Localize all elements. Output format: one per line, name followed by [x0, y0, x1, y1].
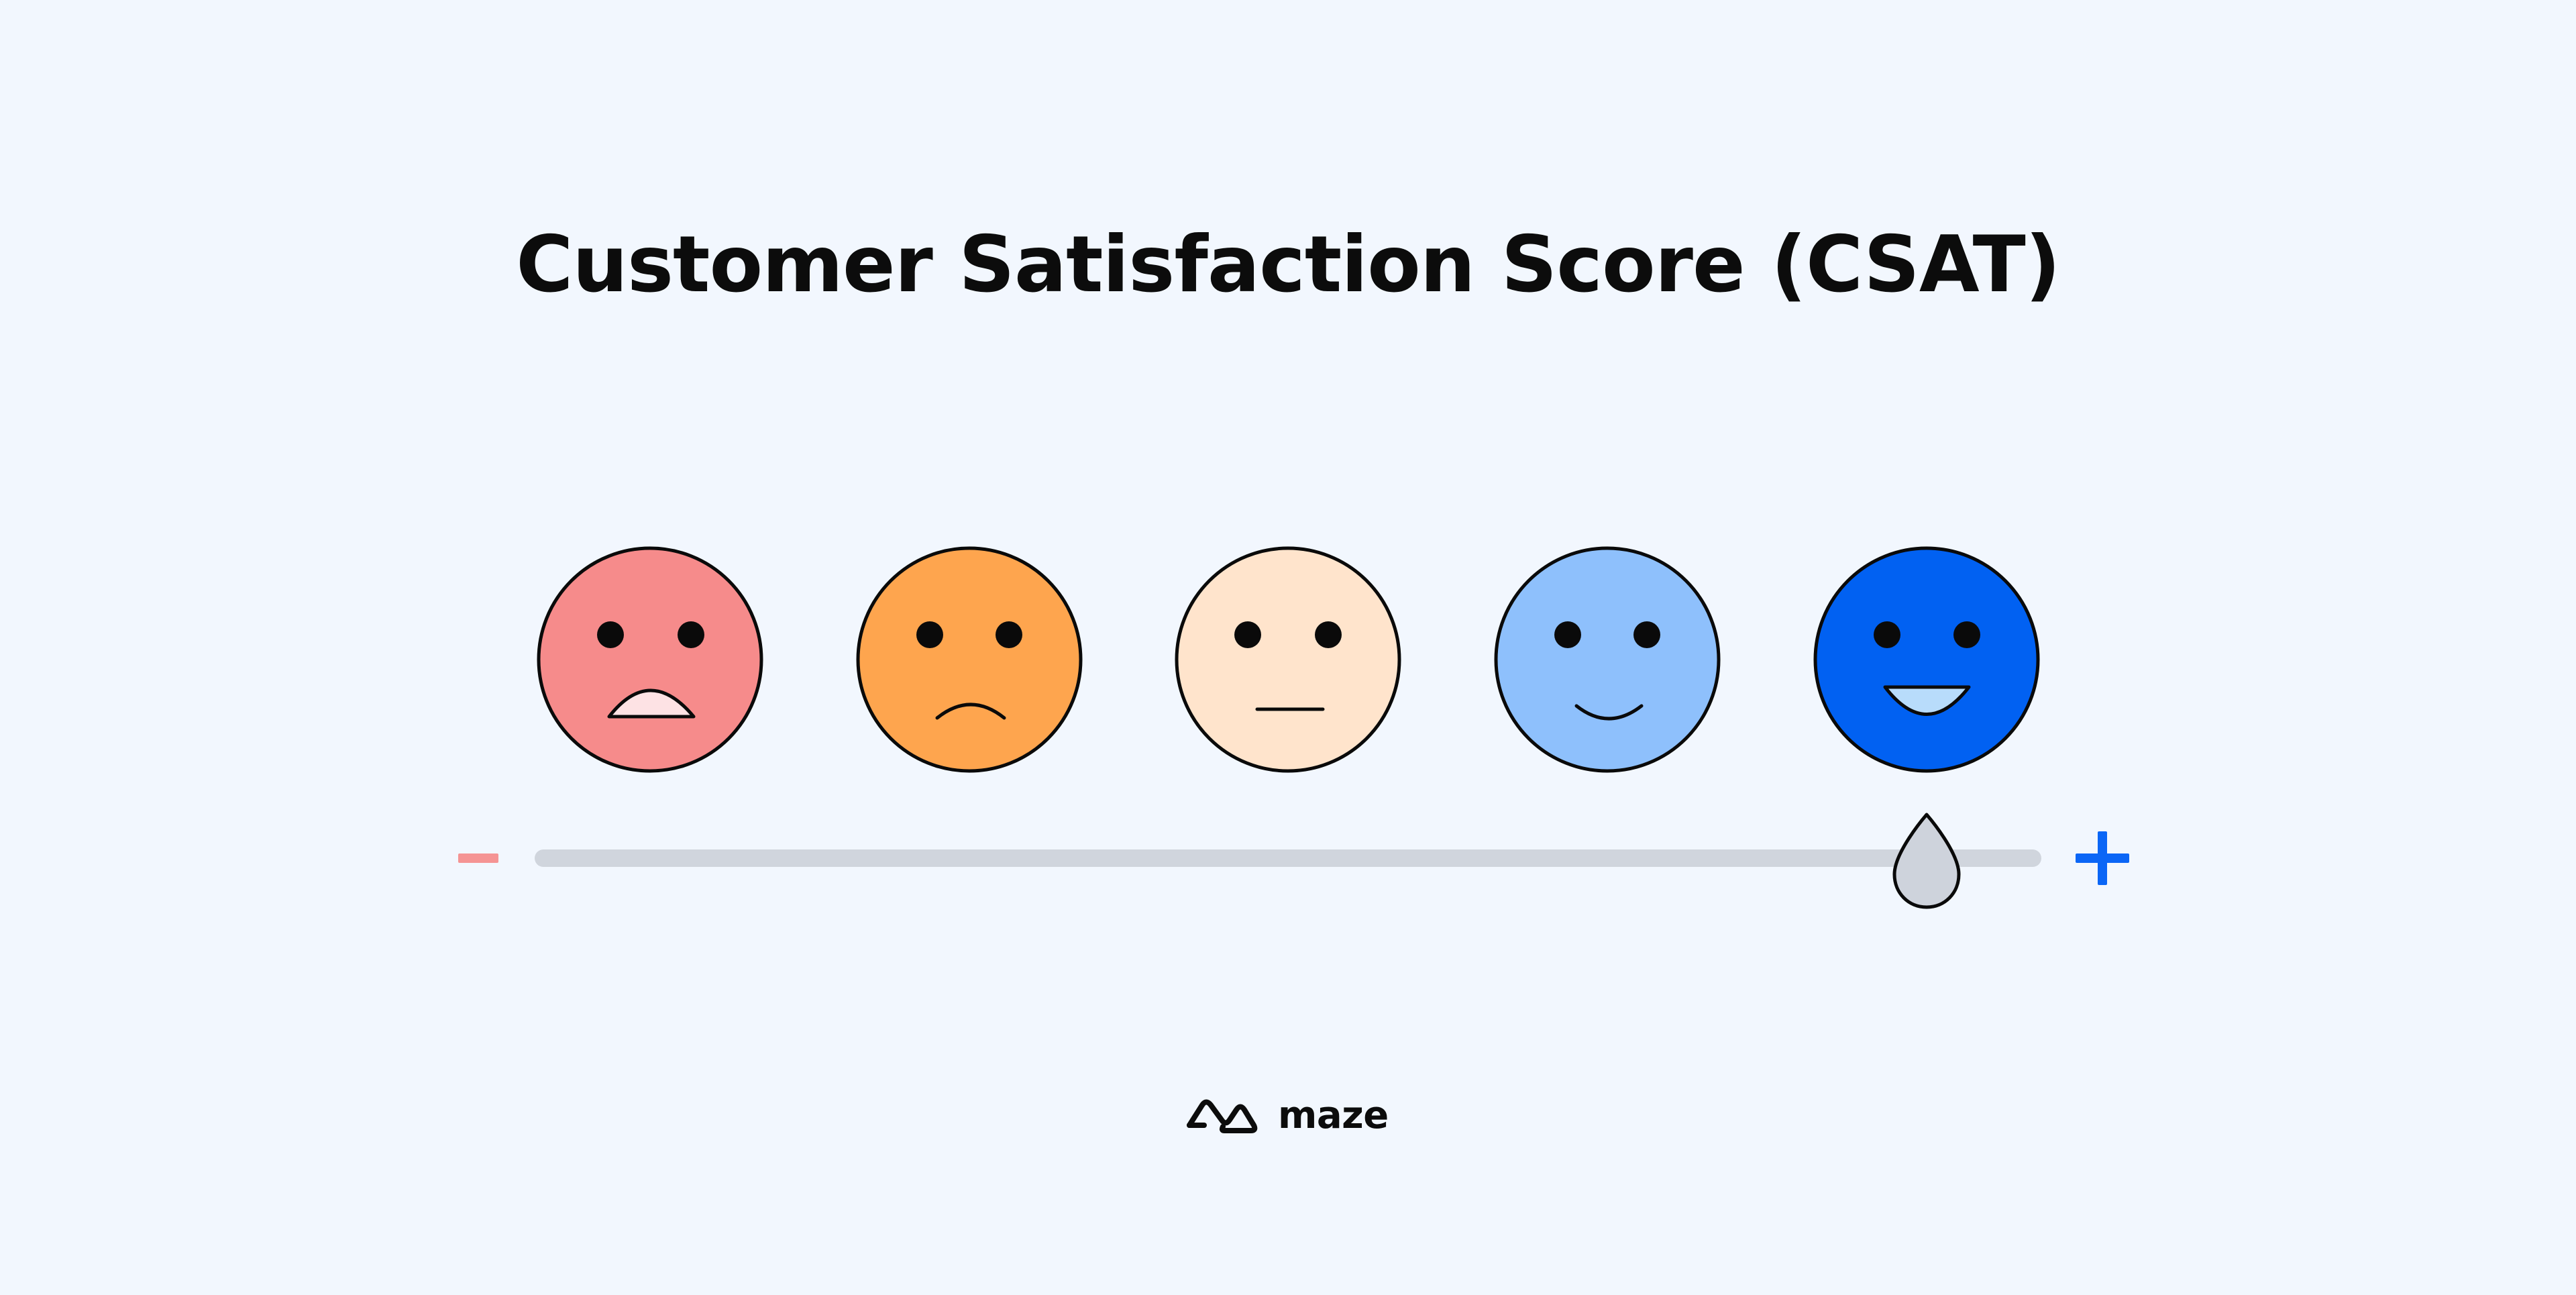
- slider-handle[interactable]: [1892, 813, 1961, 909]
- minus-icon[interactable]: [458, 853, 498, 863]
- maze-logo-icon: [1187, 1099, 1258, 1133]
- face-very-satisfied[interactable]: [1813, 546, 2040, 773]
- page-title: Customer Satisfaction Score (CSAT): [516, 219, 2061, 310]
- face-satisfied[interactable]: [1494, 546, 1721, 773]
- brand: maze: [1184, 1092, 1389, 1139]
- face-unsatisfied[interactable]: [856, 546, 1083, 773]
- plus-icon[interactable]: [2076, 831, 2129, 885]
- face-very-unsatisfied[interactable]: [537, 546, 763, 773]
- face-neutral[interactable]: [1175, 546, 1401, 773]
- brand-name: maze: [1278, 1093, 1389, 1137]
